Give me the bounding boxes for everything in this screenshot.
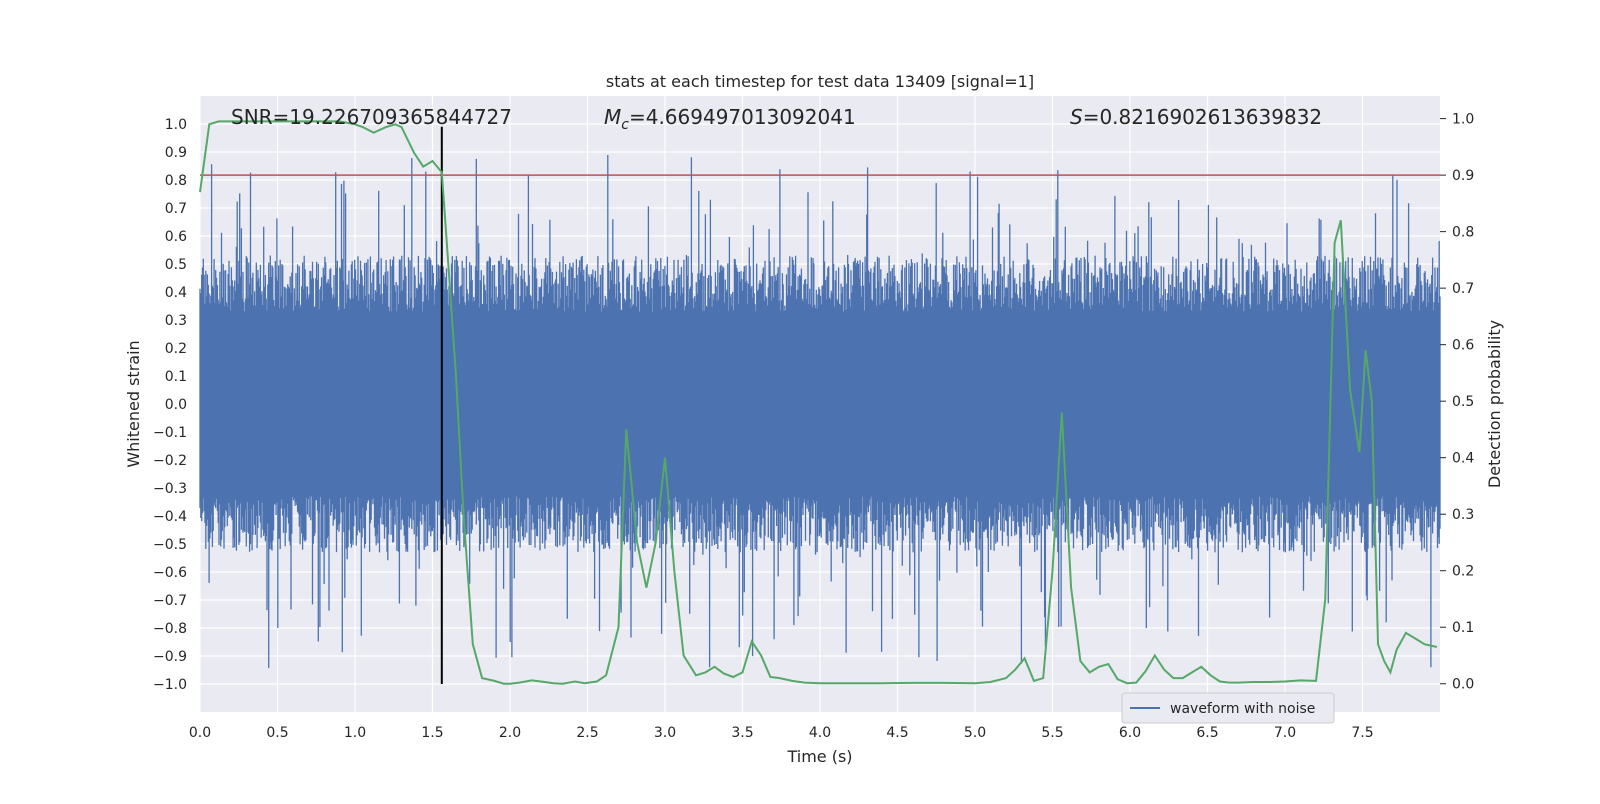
x-tick-label: 7.0 [1274, 725, 1296, 741]
y-right-tick-label: 0.4 [1452, 451, 1474, 467]
s-annotation: S=0.8216902613639832 [1070, 105, 1322, 129]
y-right-tick-label: 0.2 [1452, 564, 1474, 580]
y-left-tick-label: −0.2 [153, 453, 187, 469]
y-left-tick-label: −0.5 [153, 537, 187, 553]
y-left-tick-label: 0.8 [165, 173, 187, 189]
x-tick-label: 6.0 [1119, 725, 1141, 741]
chirp-mass-annotation: Mc=4.669497013092041 [604, 105, 856, 133]
x-tick-label: 2.0 [499, 725, 521, 741]
x-axis-label: Time (s) [786, 747, 852, 766]
y-right-tick-label: 0.3 [1452, 507, 1474, 523]
y-left-tick-label: −0.6 [153, 565, 187, 581]
chirp-mass-symbol: M [604, 105, 621, 129]
s-symbol: S [1070, 105, 1083, 129]
y-right-tick-label: 0.8 [1452, 225, 1474, 241]
y-left-tick-labels: 1.0 0.9 0.8 0.7 0.6 0.5 0.4 0.3 0.2 0.1 0.0 −0.1 −0.… [153, 117, 187, 693]
y-left-tick-label: −0.8 [153, 621, 187, 637]
detection-probability-line [199, 120, 1438, 685]
x-tick-label: 0.0 [189, 725, 211, 741]
x-tick-label: 3.5 [731, 725, 753, 741]
legend-box [1121, 692, 1335, 724]
waveform-series [199, 155, 1441, 669]
s-value: =0.8216902613639832 [1083, 105, 1322, 129]
chirp-mass-subscript: c [621, 117, 629, 133]
chart-title: stats at each timestep for test data 134… [606, 72, 1034, 91]
x-tick-label: 2.5 [576, 725, 598, 741]
y-left-tick-label: 1.0 [165, 117, 187, 133]
x-tick-label: 5.5 [1041, 725, 1063, 741]
y-left-tick-label: −0.7 [153, 593, 187, 609]
overlays [199, 120, 1440, 685]
x-tick-labels: 0.0 0.5 1.0 1.5 2.0 2.5 3.0 3.5 4.0 4.5 5.0 5.5 6.0 6… [189, 725, 1374, 741]
y-left-tick-label: 0.1 [165, 369, 187, 385]
x-tick-label: 1.5 [421, 725, 443, 741]
x-tick-label: 6.5 [1196, 725, 1218, 741]
y-left-tick-label: −1.0 [153, 677, 187, 693]
y-right-tick-label: 0.7 [1452, 281, 1474, 297]
y-left-tick-label: 0.5 [165, 257, 187, 273]
y-right-tick-label: 0.6 [1452, 338, 1474, 354]
x-tick-label: 7.5 [1351, 725, 1373, 741]
x-tick-label: 0.5 [266, 725, 288, 741]
x-tick-label: 4.5 [886, 725, 908, 741]
y-left-tick-label: 0.6 [165, 229, 187, 245]
chirp-mass-value: =4.669497013092041 [629, 105, 856, 129]
waveform-core [200, 331, 1440, 477]
y-right-tick-label: 0.1 [1452, 620, 1474, 636]
y-right-tick-label: 0.5 [1452, 394, 1474, 410]
legend: waveform with noise [1121, 692, 1335, 724]
legend-label-waveform: waveform with noise [1170, 701, 1315, 717]
y-left-tick-label: 0.7 [165, 201, 187, 217]
y-left-tick-label: −0.3 [153, 481, 187, 497]
y-left-tick-label: −0.1 [153, 425, 187, 441]
y-left-tick-label: −0.4 [153, 509, 187, 525]
y-right-tick-label: 0.9 [1452, 168, 1474, 184]
y-left-tick-label: −0.9 [153, 649, 187, 665]
y-left-tick-label: 0.2 [165, 341, 187, 357]
y-left-tick-label: 0.3 [165, 313, 187, 329]
y-right-axis-label: Detection probability [1485, 320, 1504, 488]
x-tick-label: 1.0 [344, 725, 366, 741]
y-left-tick-label: 0.0 [165, 397, 187, 413]
y-right-tick-labels: 1.0 0.9 0.8 0.7 0.6 0.5 0.4 0.3 0.2 0.1 0.0 [1440, 112, 1474, 693]
x-tick-label: 3.0 [654, 725, 676, 741]
y-right-tick-label: 1.0 [1452, 112, 1474, 128]
y-left-tick-label: 0.4 [165, 285, 187, 301]
x-tick-label: 4.0 [809, 725, 831, 741]
y-left-tick-label: 0.9 [165, 145, 187, 161]
y-left-axis-label: Whitened strain [124, 340, 143, 467]
y-right-tick-label: 0.0 [1452, 677, 1474, 693]
x-tick-label: 5.0 [964, 725, 986, 741]
snr-annotation: SNR=19.226709365844727 [231, 105, 512, 129]
